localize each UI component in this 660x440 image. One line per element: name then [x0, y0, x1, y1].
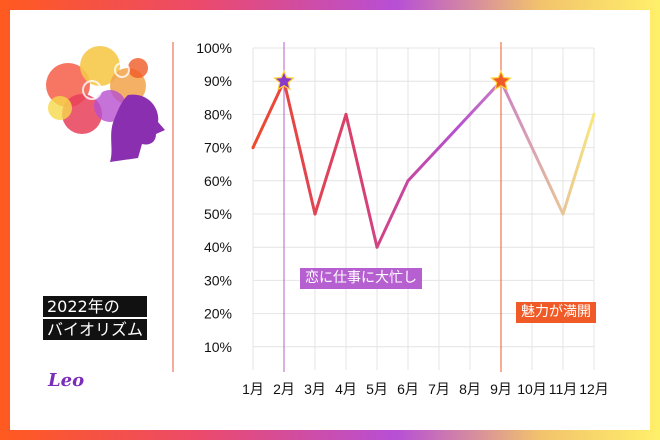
y-tick-label: 10%: [204, 339, 232, 355]
data-point: [592, 112, 596, 116]
y-tick-label: 100%: [196, 40, 232, 56]
x-tick-label: 1月: [242, 381, 264, 397]
leo-illustration: [46, 46, 165, 162]
y-tick-label: 20%: [204, 306, 232, 322]
y-tick-label: 50%: [204, 206, 232, 222]
biorhythm-chart: 10% 20% 30% 40% 50% 60% 70% 80% 90% 100% 1月 2月 3月 4月…: [46, 40, 609, 397]
data-point: [344, 112, 348, 116]
data-point: [437, 146, 441, 150]
x-tick-label: 12月: [579, 381, 609, 397]
series-path: [251, 79, 596, 249]
star-marker: [490, 69, 512, 91]
y-tick-label: 30%: [204, 272, 232, 288]
y-axis-ticks: 10% 20% 30% 40% 50% 60% 70% 80% 90% 100%: [196, 40, 232, 355]
chart-title: 2022年の バイオリズム: [43, 296, 148, 340]
data-point: [530, 146, 534, 150]
y-tick-label: 80%: [204, 106, 232, 122]
title-line-1: 2022年の: [43, 296, 148, 317]
star-marker: [273, 69, 295, 91]
series-line: [251, 79, 596, 249]
sign-label: Leo: [48, 370, 85, 391]
x-tick-label: 8月: [459, 381, 481, 397]
annotation-busy: 恋に仕事に大忙し: [300, 268, 422, 289]
x-tick-label: 6月: [397, 381, 419, 397]
x-tick-label: 7月: [428, 381, 450, 397]
data-point: [406, 179, 410, 183]
title-line-2: バイオリズム: [43, 319, 148, 340]
annotation-charm: 魅力が満開: [516, 302, 596, 323]
data-point: [375, 245, 379, 249]
x-tick-label: 4月: [335, 381, 357, 397]
x-axis-ticks: 1月 2月 3月 4月 5月 6月 7月 8月 9月 10月 11月 12月: [242, 381, 609, 397]
y-tick-label: 90%: [204, 73, 232, 89]
data-point: [561, 212, 565, 216]
data-point: [313, 212, 317, 216]
y-tick-label: 40%: [204, 239, 232, 255]
y-tick-label: 60%: [204, 173, 232, 189]
x-tick-label: 2月: [273, 381, 295, 397]
x-tick-label: 10月: [517, 381, 547, 397]
x-tick-label: 11月: [549, 381, 578, 397]
chart-card: 10% 20% 30% 40% 50% 60% 70% 80% 90% 100% 1月 2月 3月 4月…: [10, 10, 650, 430]
x-tick-label: 3月: [304, 381, 326, 397]
annotation-lines: [283, 42, 502, 372]
y-tick-label: 70%: [204, 140, 232, 156]
star-markers: [273, 69, 512, 91]
data-point: [468, 112, 472, 116]
data-point: [251, 146, 255, 150]
x-tick-label: 9月: [490, 381, 512, 397]
x-tick-label: 5月: [366, 381, 388, 397]
